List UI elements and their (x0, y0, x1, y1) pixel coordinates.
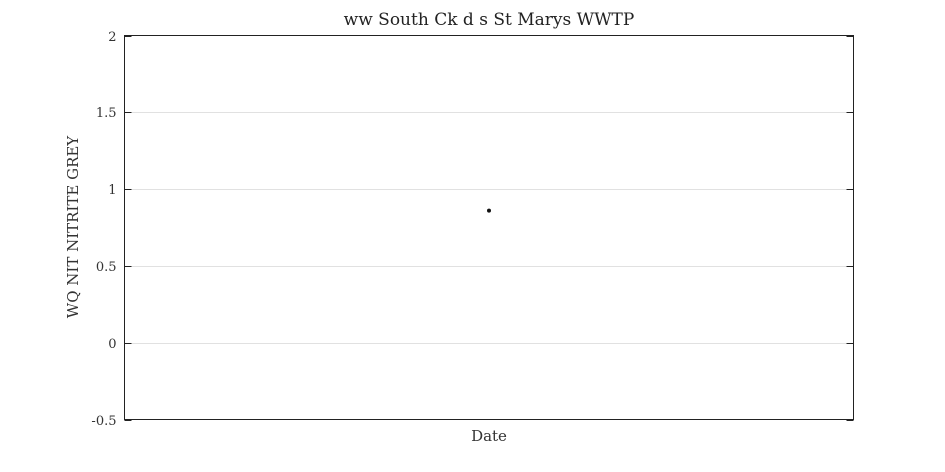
y-tick-label: 0.5 (96, 260, 117, 275)
data-point (487, 208, 491, 213)
data-points (487, 208, 491, 213)
chart-title: ww South Ck d s St Marys WWTP (344, 10, 635, 30)
grid-lines (124, 112, 854, 344)
y-axis-ticks (124, 36, 854, 421)
y-axis-label: WQ NIT NITRITE GREY (64, 135, 82, 319)
plot-frame (124, 35, 854, 420)
x-axis-label: Date (471, 427, 507, 445)
y-tick-label: 0 (108, 337, 116, 352)
y-tick-label: 2 (108, 30, 116, 45)
y-axis-tick-labels: -0.5 0 0.5 1 1.5 2 (91, 30, 116, 429)
y-tick-label: 1.5 (96, 106, 117, 121)
y-tick-label: -0.5 (91, 414, 116, 429)
y-tick-label: 1 (108, 183, 116, 198)
